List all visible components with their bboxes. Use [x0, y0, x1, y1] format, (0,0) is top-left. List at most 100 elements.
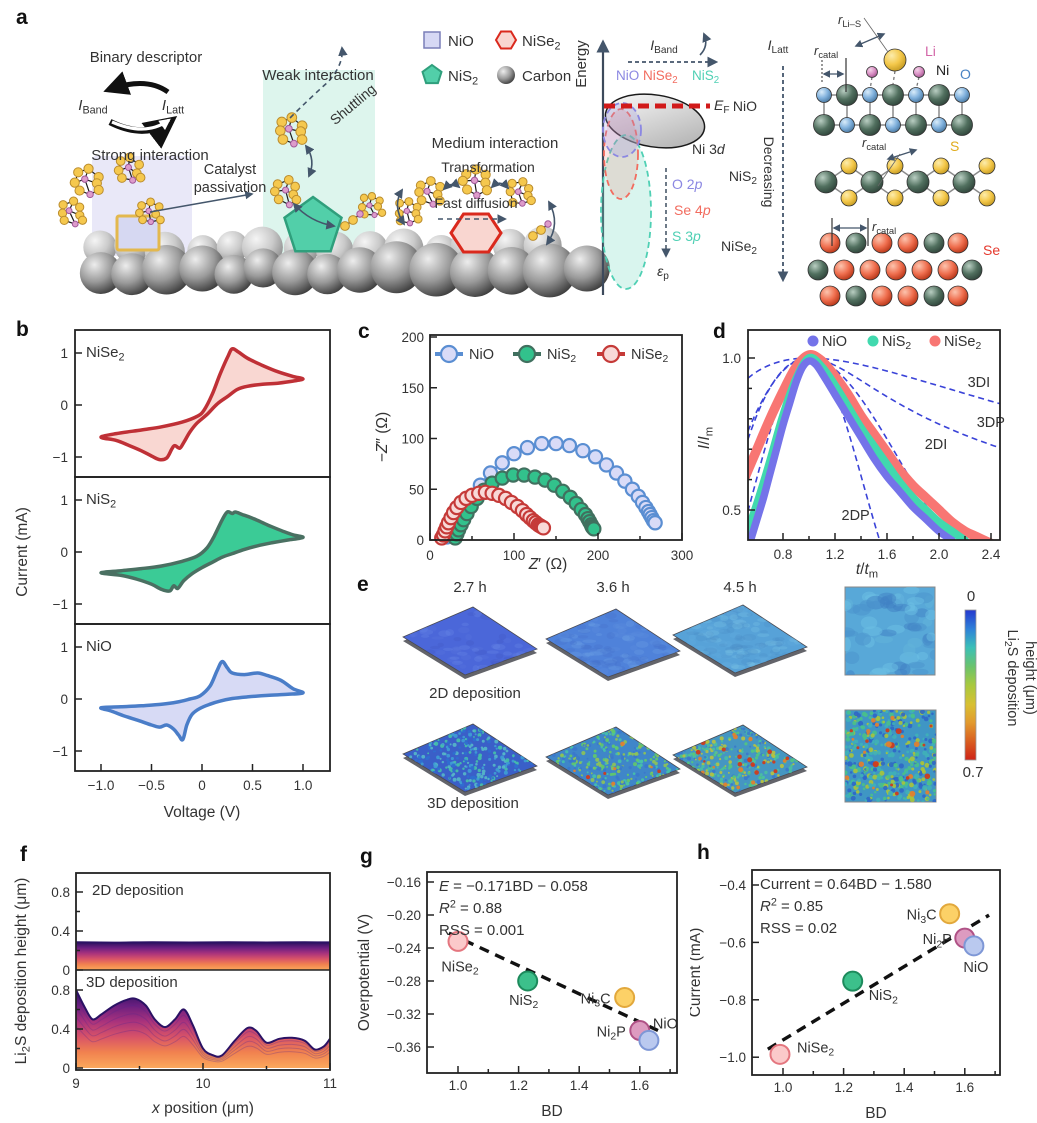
- y-tick-label: −0.28: [387, 974, 421, 989]
- point-label: Ni2P: [597, 1025, 626, 1043]
- sulfur-atom: [59, 215, 69, 226]
- cv-subpanel-1: [99, 509, 305, 593]
- fast-diffusion-label: Fast diffusion: [434, 195, 517, 211]
- y-axis-label: Li2S deposition height (μm): [13, 878, 32, 1065]
- sulfur-atom: [93, 184, 104, 196]
- x-tick-label: 1.6: [955, 1080, 974, 1095]
- ni-atom: [928, 84, 950, 106]
- point-label: NiS2: [509, 993, 538, 1011]
- point-label: NiSe2: [797, 1040, 834, 1058]
- point-label: Ni3C: [907, 908, 937, 926]
- carbon-sphere: [336, 247, 383, 293]
- legend-label: NiS2: [882, 334, 911, 352]
- panel-label-a: a: [16, 6, 28, 29]
- exchange-arrow: [545, 200, 557, 246]
- legend-label: NiSe2: [944, 334, 981, 352]
- y-tick-label: 0.4: [51, 924, 70, 939]
- ni-atom: [859, 114, 881, 136]
- r-catal-arrow: [886, 148, 918, 161]
- sulfur-atom: [155, 215, 165, 225]
- profile-subpanel-1: [76, 989, 330, 1068]
- carbon-sphere: [214, 254, 254, 294]
- y-tick-label: −0.16: [387, 875, 421, 890]
- y-tick-label: 1: [60, 640, 68, 655]
- sulfur-atom: [296, 134, 308, 145]
- sulfur-atom: [146, 197, 155, 207]
- sulfur-atom: [75, 202, 85, 212]
- legend-dot: [867, 335, 879, 347]
- legend-label: NiS2: [448, 68, 478, 87]
- lithium-atom: [65, 207, 73, 215]
- sulfur-atom: [526, 195, 536, 206]
- fit-annotation: Current = 0.64BD − 1.580: [760, 876, 932, 893]
- sulfur-atom: [413, 214, 423, 224]
- lithium-atom: [285, 201, 293, 209]
- energy-axis-label: Energy: [573, 40, 590, 88]
- carbon-sphere: [487, 246, 536, 295]
- legend-label: Carbon: [522, 68, 571, 85]
- sulfur-atom: [115, 156, 126, 166]
- ep-label: εp: [657, 263, 669, 282]
- r-li-s-arrow: [854, 32, 886, 48]
- point-label: Ni2P: [923, 932, 952, 950]
- point-label: Ni3C: [581, 992, 611, 1010]
- lithium-atom: [284, 124, 293, 133]
- s-atom: [840, 157, 858, 175]
- colorbar: [964, 609, 977, 761]
- x-tick-label: 1.4: [895, 1080, 914, 1095]
- row-label-3d: 3D deposition: [427, 795, 519, 812]
- panel-label-b: b: [16, 318, 29, 341]
- ni-atom: [906, 170, 930, 194]
- y-tick-label: 1: [60, 493, 68, 508]
- deposition-curve: [748, 350, 995, 540]
- nyquist-marker: [575, 442, 591, 459]
- panel-e: e 2.7 h 3.6 h 4.5 h 2D deposition 3D deposit…: [345, 565, 1037, 823]
- y-axis-label: −Z″ (Ω): [374, 412, 391, 462]
- s3p-label: S 3p: [672, 228, 701, 244]
- y-tick-label: 0.5: [722, 503, 741, 518]
- sulfur-atom: [73, 167, 84, 178]
- sulfur-atom: [69, 177, 80, 188]
- se-atom: [937, 259, 959, 281]
- ni-label: Ni: [936, 62, 949, 78]
- fit-annotation: RSS = 0.001: [439, 922, 524, 939]
- y-tick-label: 0.8: [51, 983, 70, 998]
- sulfur-atom: [507, 178, 517, 189]
- se-atom: [897, 232, 919, 254]
- polysulfide-cluster: [113, 152, 146, 184]
- profile-label-2d: 2D deposition: [92, 882, 184, 899]
- x-tick-label: 1.2: [509, 1078, 528, 1093]
- panel-h-canvas: 1.0 1.2 1.4 1.6 −0.4 −0.6 −0.8 −1.0 NiSe2 NiS2 Ni3…: [690, 869, 1001, 1122]
- sulfur-atom: [274, 125, 286, 136]
- point-label: NiSe2: [441, 959, 478, 977]
- time-label: 3.6 h: [596, 579, 629, 596]
- y-tick-label: −0.24: [387, 941, 422, 956]
- ni-atom: [813, 114, 835, 136]
- y-tick-label: −1.0: [719, 1050, 746, 1065]
- o-atom: [885, 117, 901, 133]
- sulfur-atom: [286, 112, 298, 123]
- panel-b-canvas: 1 0 −1 NiSe2 1 0 −1 NiS2 1 0 −1 NiO −1.0 −0.5 0 0.5 1.0 V…: [14, 329, 331, 821]
- profile-subpanel-0: [76, 941, 330, 970]
- legend-swatch-nio: [423, 31, 441, 49]
- medium-interaction-label: Medium interaction: [432, 135, 559, 152]
- axes-frame: [747, 329, 1001, 541]
- ni-atom: [845, 232, 867, 254]
- model-curve-3DI: [748, 357, 1000, 405]
- y-tick-label: −0.20: [387, 908, 421, 923]
- cv-subpanel-0: [99, 346, 305, 462]
- x-tick-label: 0.5: [243, 778, 262, 793]
- profile-fill: [76, 942, 330, 970]
- sulfur-atom: [291, 194, 302, 205]
- lithium-atom: [86, 190, 94, 199]
- sulfur-atom: [58, 200, 68, 210]
- cv-loop: [99, 346, 305, 462]
- sulfur-atom: [416, 195, 427, 206]
- ni-atom: [923, 285, 945, 307]
- nyquist-marker: [494, 455, 510, 471]
- row-label-nise2: NiSe2: [721, 238, 757, 257]
- x-tick-label: 11: [323, 1076, 337, 1091]
- carbon-sphere: [79, 252, 122, 294]
- sulfur-atom: [340, 221, 350, 231]
- panel-label-f: f: [20, 843, 27, 866]
